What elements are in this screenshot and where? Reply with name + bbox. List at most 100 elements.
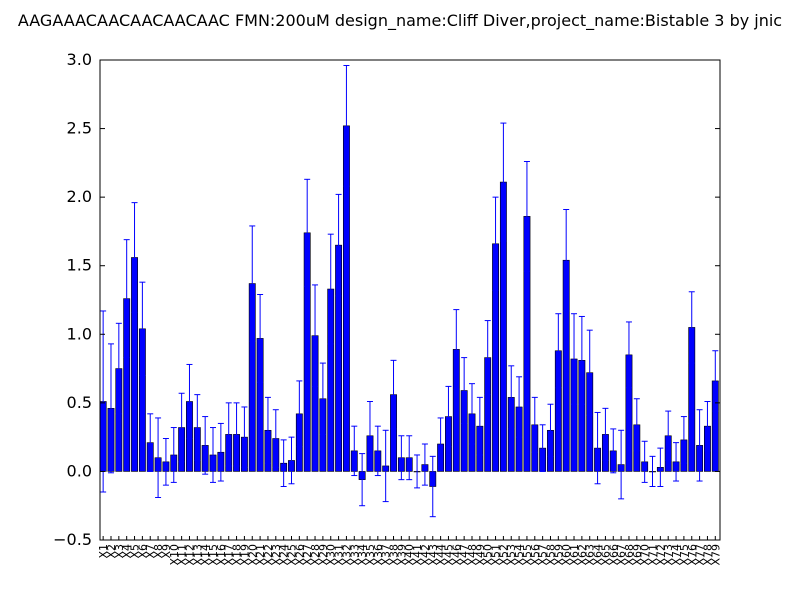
error-bar-X72 [657,447,664,488]
error-bar-X29 [319,362,326,435]
error-bar-X30 [327,233,334,345]
error-bar-X50 [484,320,491,396]
x-tick-label-X59: X59 [552,544,565,566]
x-tick-label-X47: X47 [458,544,471,566]
x-tick-label-X38: X38 [388,544,401,566]
x-tick-label-X10: X10 [168,544,181,566]
error-bar-X32 [343,64,350,187]
x-tick-label-X24: X24 [278,544,291,566]
x-tick-label-X58: X58 [544,544,557,566]
x-tick-label-X61: X61 [568,544,581,566]
error-bar-X42 [421,443,428,486]
error-bar-X6 [139,281,146,376]
error-bar-X9 [162,438,169,486]
y-tick-label: −0.5 [53,530,92,549]
error-bar-X36 [374,425,381,477]
x-tick-label-X33: X33 [348,544,361,566]
error-bar-X14 [202,416,209,475]
error-bar-X4 [123,239,130,359]
error-bars-layer [100,64,719,518]
error-bar-X58 [547,403,554,457]
x-tick-label-X31: X31 [333,544,346,566]
plot-frame [99,59,721,541]
x-tick-label-X74: X74 [670,544,683,566]
x-tick-label-X63: X63 [584,544,597,566]
x-tick-label-X65: X65 [599,544,612,566]
error-bar-X66 [610,428,617,474]
y-tick-label: 2.5 [67,119,92,138]
error-bar-X37 [382,429,389,503]
error-bar-X35 [366,400,373,471]
error-bar-X47 [461,357,468,424]
error-bar-X74 [673,442,680,482]
error-bar-X11 [178,392,185,463]
error-bar-X39 [398,435,405,481]
bars-layer [99,125,719,487]
error-bar-X1 [100,310,107,493]
x-tick-label-X12: X12 [183,544,196,566]
x-tick-label-X19: X19 [238,544,251,566]
x-tick-label-X1: X1 [97,544,110,559]
x-tick-label-X77: X77 [694,544,707,566]
error-bar-X79 [712,350,719,412]
error-bar-X16 [217,422,224,482]
x-tick-label-X78: X78 [701,544,714,566]
x-tick-label-X50: X50 [482,544,495,566]
error-bar-X59 [555,313,562,389]
x-tick-label-X45: X45 [442,544,455,566]
x-tick-label-X43: X43 [427,544,440,566]
error-bar-X20 [249,225,256,342]
x-tick-label-X51: X51 [490,544,503,566]
x-tick-label-X49: X49 [474,544,487,566]
error-bar-X12 [186,363,193,440]
x-tick-label-X75: X75 [678,544,691,566]
x-tick-label-X71: X71 [647,544,660,566]
error-bar-X43 [429,455,436,518]
x-tick-label-X9: X9 [160,544,173,559]
error-bar-X18 [233,402,240,467]
x-tick-label-X66: X66 [607,544,620,566]
error-bar-X78 [704,400,711,452]
error-bar-X56 [531,396,538,453]
error-bar-X26 [296,380,303,448]
error-bar-X8 [155,417,162,498]
error-bar-X3 [115,322,122,415]
error-bar-X46 [453,309,460,390]
error-bar-X68 [625,321,632,389]
error-bar-X75 [680,416,687,464]
x-tick-label-X28: X28 [309,544,322,566]
x-tick-label-X15: X15 [207,544,220,566]
error-bar-X10 [170,427,177,483]
x-tick-label-X46: X46 [450,544,463,566]
x-tick-label-X20: X20 [246,544,259,566]
x-tick-label-X21: X21 [254,544,267,566]
error-bar-X48 [469,383,475,445]
x-tick-label-X52: X52 [497,544,510,566]
error-bar-X57 [539,424,546,472]
x-tick-label-X60: X60 [560,544,573,566]
x-tick-label-X17: X17 [223,544,236,566]
x-tick-label-X27: X27 [301,544,314,566]
error-bar-X31 [335,193,342,297]
x-tick-label-X22: X22 [262,544,275,566]
x-tick-label-X6: X6 [136,544,149,559]
error-bar-X70 [641,440,648,483]
x-tick-label-X25: X25 [285,544,298,566]
error-bar-X24 [280,439,287,488]
error-bar-X76 [688,291,695,364]
x-tick-label-X32: X32 [340,544,353,566]
error-bar-X5 [131,202,138,313]
error-bar-X55 [523,160,530,272]
x-tick-label-X69: X69 [631,544,644,566]
y-tick-label: 1.5 [67,256,92,275]
x-tick-label-X34: X34 [356,544,369,566]
x-tick-label-X26: X26 [293,544,306,566]
error-bar-X53 [508,365,515,430]
error-bar-X15 [210,427,217,483]
x-tick-label-X14: X14 [199,544,212,566]
x-tick-label-X68: X68 [623,544,636,566]
error-bar-X67 [618,429,625,500]
x-tick-label-X4: X4 [121,544,134,559]
x-tick-label-X42: X42 [419,544,432,566]
y-tick-label: 3.0 [67,50,92,69]
